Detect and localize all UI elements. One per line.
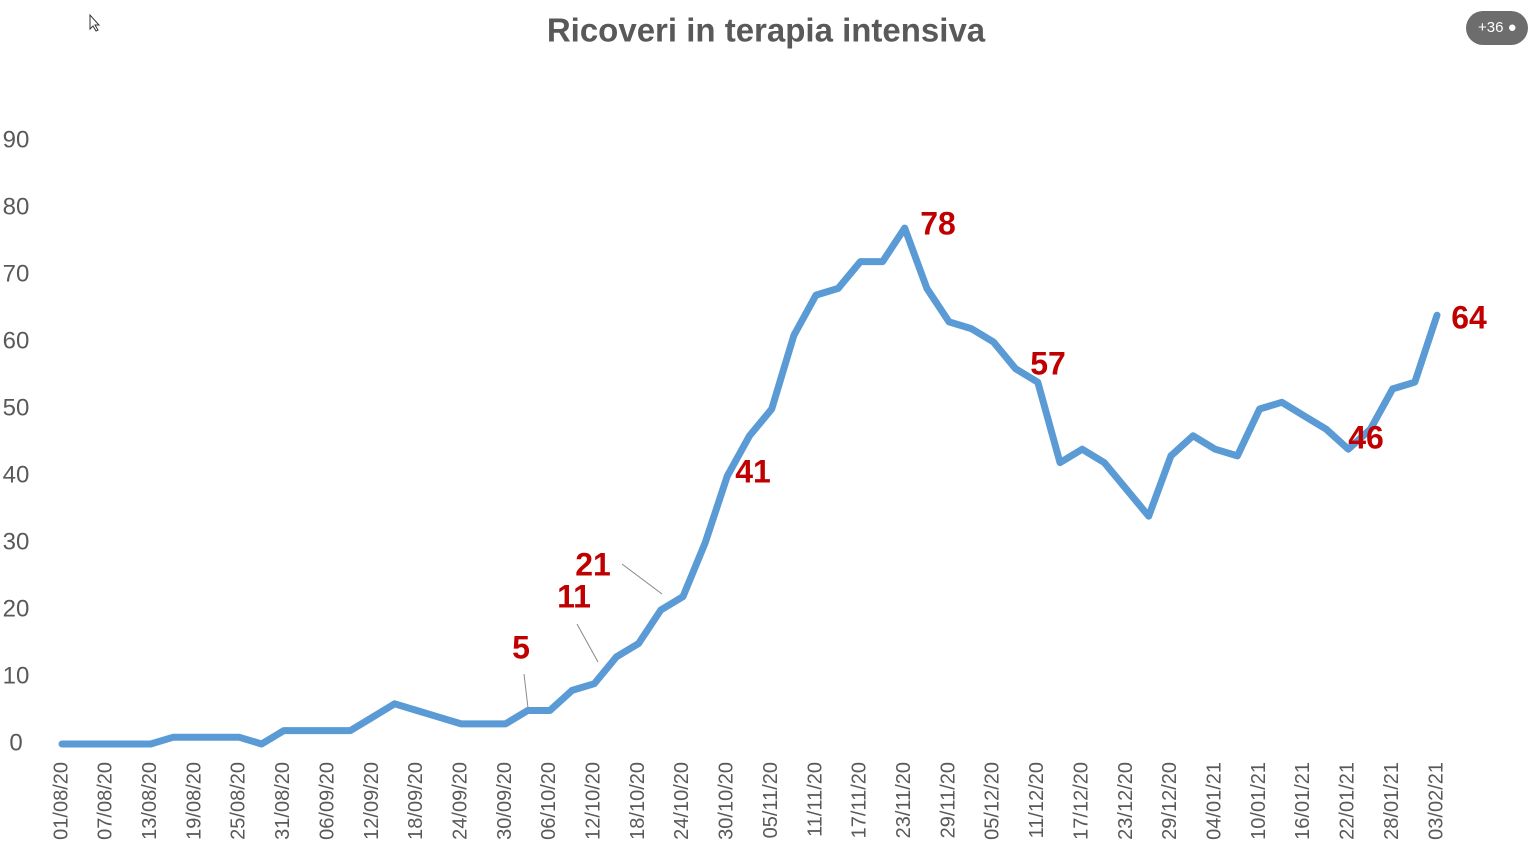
annotation: 57 (1030, 345, 1066, 381)
y-tick-label: 10 (3, 662, 30, 689)
y-tick-label: 30 (3, 528, 30, 555)
cursor (89, 13, 101, 32)
x-tick-label: 30/10/20 (716, 762, 738, 840)
annotation: 11 (557, 578, 591, 614)
x-tick-label: 28/01/21 (1381, 762, 1403, 840)
x-tick-label: 24/10/20 (671, 762, 693, 840)
x-tick-label: 06/09/20 (316, 762, 338, 840)
chart-title: Ricoveri in terapia intensiva (547, 12, 986, 49)
x-tick-label: 13/08/20 (139, 762, 161, 840)
x-tick-label: 29/11/20 (937, 762, 959, 838)
annotation: 41 (735, 453, 771, 489)
badge-count: +36 (1478, 19, 1504, 36)
leader-line (621, 563, 663, 595)
x-tick-label: 24/09/20 (449, 762, 471, 840)
annotation: 21 (575, 546, 611, 582)
leader-line (576, 623, 599, 663)
x-tick-label: 25/08/20 (228, 762, 250, 840)
participants-badge[interactable]: +36 ● (1466, 11, 1528, 45)
annotation: 46 (1348, 419, 1384, 455)
x-tick-label: 12/09/20 (361, 762, 383, 840)
x-tick-label: 17/11/20 (849, 762, 871, 838)
x-tick-label: 11/12/20 (1026, 762, 1048, 838)
data-line (58, 224, 1441, 748)
x-tick-label: 18/09/20 (405, 762, 427, 840)
x-tick-label: 05/11/20 (760, 762, 782, 838)
x-tick-label: 03/02/21 (1425, 762, 1447, 840)
x-tick-label: 11/11/20 (804, 762, 826, 837)
y-tick-label: 50 (3, 394, 30, 421)
x-tick-label: 04/01/21 (1204, 762, 1226, 840)
x-tick-label: 12/10/20 (583, 762, 605, 840)
leader-line (523, 673, 529, 709)
annotation: 78 (920, 205, 956, 241)
x-tick-label: 19/08/20 (183, 762, 205, 840)
x-tick-label: 01/08/20 (50, 762, 72, 840)
x-tick-label: 29/12/20 (1159, 762, 1181, 840)
annotation: 5 (512, 629, 530, 665)
x-tick-label: 18/10/20 (627, 762, 649, 840)
y-tick-label: 60 (3, 327, 30, 354)
y-tick-label: 90 (3, 126, 30, 153)
x-tick-label: 17/12/20 (1070, 762, 1092, 840)
annotation: 64 (1451, 299, 1487, 335)
y-tick-label: 70 (3, 260, 30, 287)
y-tick-label: 80 (3, 193, 30, 220)
x-tick-label: 10/01/21 (1248, 762, 1270, 840)
x-tick-label: 07/08/20 (95, 762, 117, 840)
y-tick-label: 20 (3, 595, 30, 622)
y-tick-label: 40 (3, 461, 30, 488)
x-tick-label: 23/12/20 (1115, 762, 1137, 840)
x-tick-label: 30/09/20 (494, 762, 516, 840)
x-tick-label: 05/12/20 (982, 762, 1004, 840)
x-tick-label: 06/10/20 (538, 762, 560, 840)
y-tick-label: 0 (9, 729, 22, 756)
x-tick-label: 31/08/20 (272, 762, 294, 840)
x-tick-label: 22/01/21 (1337, 762, 1359, 840)
x-tick-label: 16/01/21 (1292, 762, 1314, 840)
x-tick-label: 23/11/20 (893, 762, 915, 838)
